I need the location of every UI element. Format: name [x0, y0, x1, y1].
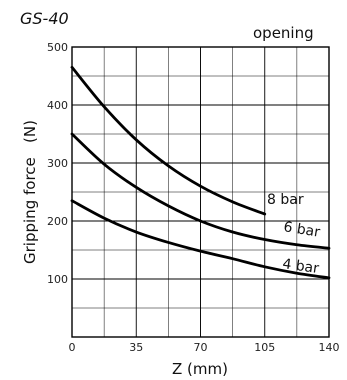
series-line-2: [70, 132, 331, 250]
y-tick-label: 200: [47, 215, 68, 228]
series-curves: [70, 65, 331, 280]
x-tick-labels: 0 35 70 105 140: [69, 341, 340, 354]
series-label-3: 4 bar: [281, 256, 320, 277]
x-axis-label: Z (mm): [172, 360, 228, 378]
series-labels: 8 bar 6 bar 4 bar: [267, 192, 321, 277]
y-tick-label: 300: [47, 157, 68, 170]
series-line-3: [70, 199, 331, 280]
chart-title: GS-40: [20, 9, 69, 28]
x-tick-label: 0: [69, 341, 76, 354]
series-label-2: 6 bar: [282, 219, 321, 241]
x-tick-label: 70: [194, 341, 208, 354]
series-line-1: [70, 65, 267, 216]
chart-subtitle: opening: [253, 24, 314, 42]
y-tick-label: 400: [47, 99, 68, 112]
series-label-1: 8 bar: [267, 192, 304, 208]
x-tick-label: 35: [129, 341, 143, 354]
plot-frame: [71, 46, 330, 338]
y-tick-label: 500: [47, 41, 68, 54]
y-tick-label: 100: [47, 273, 68, 286]
x-tick-label: 105: [254, 341, 275, 354]
y-axis-label: Gripping force (N): [21, 120, 39, 264]
y-tick-labels: 100 200 300 400 500: [47, 41, 68, 286]
x-tick-label: 140: [319, 341, 340, 354]
